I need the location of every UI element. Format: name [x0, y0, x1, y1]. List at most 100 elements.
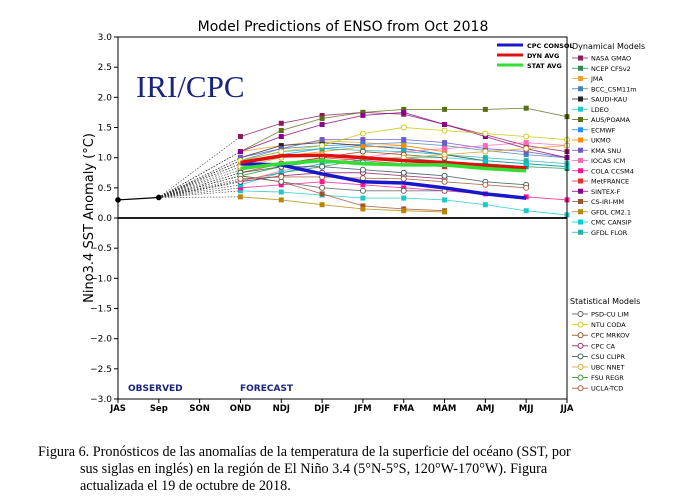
connector-line	[158, 151, 241, 198]
average-line	[240, 161, 527, 200]
average-legend-label: CPC CONSOL	[527, 42, 574, 50]
average-line	[240, 153, 527, 170]
connector-line	[158, 136, 241, 198]
model-marker	[442, 209, 448, 215]
model-marker	[360, 144, 366, 150]
observed-marker	[156, 194, 162, 201]
x-tick-label: NDJ	[273, 404, 290, 414]
model-line	[240, 176, 527, 189]
dynamical-legend-marker	[578, 76, 583, 81]
model-marker	[278, 146, 284, 152]
model-marker	[319, 146, 325, 152]
dynamical-legend-marker	[578, 219, 583, 225]
model-marker	[482, 161, 488, 167]
x-tick-label: DJF	[314, 404, 330, 414]
model-marker	[482, 130, 489, 137]
dynamical-legend-label: UKMO	[591, 137, 611, 145]
dynamical-legend-marker	[578, 65, 583, 71]
model-marker	[401, 146, 407, 152]
statistical-legend-marker	[577, 364, 584, 370]
dynamical-legend-marker	[578, 137, 583, 143]
y-tick-label: −1.5	[90, 305, 112, 315]
dynamical-legend-label: GFDL CM2.1	[591, 208, 631, 216]
y-tick-label: 0.0	[98, 214, 113, 224]
model-marker	[237, 175, 244, 182]
dynamical-legend-label: NASA GMAO	[591, 55, 631, 63]
x-tick-label: FMA	[393, 404, 414, 414]
model-marker	[482, 202, 488, 208]
model-marker	[360, 137, 366, 143]
statistical-legend-marker	[577, 353, 584, 360]
model-marker	[441, 127, 448, 134]
model-marker	[319, 149, 325, 155]
x-tick-label: MAM	[433, 404, 457, 414]
connector-line	[158, 180, 241, 198]
dynamical-legend-marker	[578, 158, 583, 163]
model-marker	[359, 148, 366, 155]
model-marker	[359, 130, 366, 137]
model-line	[240, 175, 445, 212]
model-marker	[237, 134, 243, 140]
dynamical-legend-label: GFDL FLOR	[591, 229, 628, 237]
dynamical-legend-marker	[578, 147, 583, 153]
model-marker	[278, 120, 284, 126]
dynamical-legend-label: JMA	[590, 75, 604, 83]
dynamical-legend-marker	[578, 96, 583, 102]
dynamical-legend-marker	[578, 168, 583, 174]
model-marker	[442, 197, 448, 203]
model-marker	[523, 161, 529, 167]
model-marker	[523, 208, 529, 214]
average-line	[240, 158, 527, 173]
model-marker	[401, 109, 407, 115]
model-marker	[360, 206, 366, 212]
model-line	[240, 172, 445, 183]
x-tick-label: JFM	[353, 404, 371, 414]
dynamical-legend-label: MetFRANCE	[591, 178, 629, 186]
y-tick-label: −0.5	[90, 244, 112, 254]
y-tick-label: 2.0	[98, 93, 113, 103]
connector-line	[158, 181, 241, 198]
model-marker	[401, 140, 407, 146]
model-marker	[237, 182, 243, 188]
enso-chart: −3.0 −2.5 −2.0 −1.5 −1.0 −0.5 0.0 0.5 1.0 1.5 2.0 2…	[82, 19, 645, 414]
dynamical-legend-label: AUS/POAMA	[591, 116, 630, 124]
connector-line	[158, 178, 241, 198]
model-marker	[482, 106, 488, 112]
model-marker	[442, 149, 448, 155]
caption-line-3: actualizada el 19 de octubre de 2018.	[80, 478, 291, 494]
statistical-legend-marker	[577, 332, 584, 339]
x-tick-label: MJJ	[519, 404, 534, 414]
statistical-legend-label: CPC CA	[591, 342, 616, 350]
dynamical-legend-marker	[578, 127, 583, 133]
model-marker	[278, 182, 284, 188]
statistical-legend-label: CSU CLIPR	[591, 353, 625, 361]
y-tick-label: −2.5	[90, 365, 112, 375]
connector-line	[158, 166, 241, 198]
y-tick-label: −1.0	[90, 274, 112, 284]
model-marker	[278, 170, 284, 176]
model-marker	[523, 143, 529, 149]
y-tick-label: 1.5	[98, 124, 112, 134]
model-marker	[482, 155, 488, 161]
model-marker	[360, 182, 366, 188]
model-marker	[523, 149, 529, 155]
model-marker	[278, 189, 284, 195]
forecast-label: FORECAST	[240, 384, 294, 394]
dynamical-legend-marker	[578, 86, 583, 92]
dynamical-legend-marker	[578, 106, 583, 112]
model-marker	[442, 106, 448, 112]
model-marker	[319, 115, 325, 121]
model-marker	[482, 158, 488, 164]
y-tick-label: 2.5	[98, 63, 112, 73]
model-marker	[442, 143, 448, 149]
observed-label: OBSERVED	[128, 384, 183, 394]
x-tick-label: Sep	[150, 404, 168, 414]
statistical-legend-label: FSU REGR	[591, 374, 624, 382]
dynamical-legend-marker	[578, 117, 583, 122]
model-marker	[278, 197, 284, 203]
model-line	[240, 175, 445, 192]
dynamical-legend-label: COLA CCSM4	[591, 167, 634, 175]
model-marker	[319, 161, 325, 167]
model-marker	[237, 155, 243, 161]
x-tick-label: AMJ	[476, 404, 494, 414]
